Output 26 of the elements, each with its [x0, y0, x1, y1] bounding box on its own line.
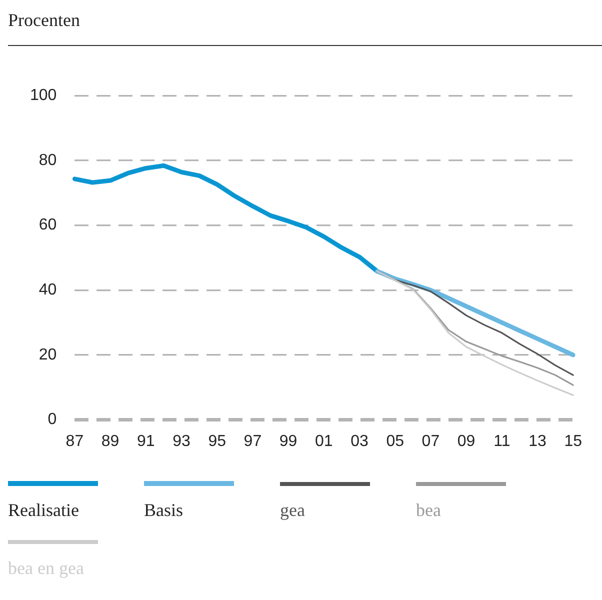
x-tick-label: 93	[172, 432, 190, 450]
x-tick-label: 95	[208, 432, 226, 450]
y-tick-label: 100	[30, 87, 57, 104]
y-tick-label: 0	[48, 411, 57, 428]
x-tick-label: 01	[315, 432, 333, 450]
x-tick-label: 07	[422, 432, 440, 450]
x-tick-label: 05	[386, 432, 404, 450]
text: bea	[416, 500, 441, 520]
y-axis-title: Procenten	[8, 9, 81, 31]
y-tick-label: 60	[38, 216, 57, 234]
legend-label: Basis	[144, 500, 184, 520]
x-tick-label: 11	[494, 432, 510, 450]
x-tick-label: 89	[101, 432, 120, 450]
x-tick-label: 91	[137, 432, 155, 450]
text: gea	[280, 500, 305, 520]
x-tick-label: 13	[528, 432, 546, 450]
x-tick-label: 03	[350, 432, 368, 450]
y-tick-label: 20	[38, 346, 57, 364]
x-tick-label: 09	[457, 432, 476, 450]
x-tick-label: 97	[244, 432, 262, 450]
y-tick-label: 40	[38, 282, 57, 299]
x-tick-label: 15	[564, 432, 582, 450]
x-tick-label: 87	[66, 432, 84, 450]
legend-label: Realisatie	[8, 500, 79, 520]
y-tick-label: 80	[38, 152, 57, 169]
x-tick-label: 99	[279, 432, 298, 450]
